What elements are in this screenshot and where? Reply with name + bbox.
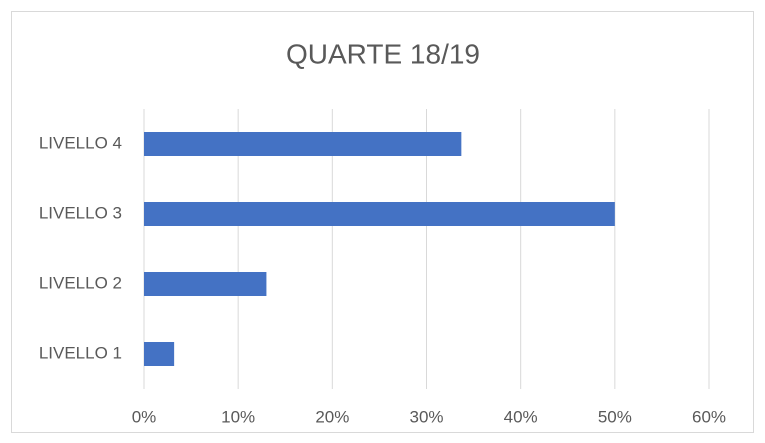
y-tick-label: LIVELLO 4 xyxy=(39,133,122,152)
x-tick-label: 0% xyxy=(132,407,157,426)
chart-title: QUARTE 18/19 xyxy=(286,38,480,69)
bar xyxy=(144,202,615,226)
x-tick-label: 10% xyxy=(221,407,255,426)
bar xyxy=(144,272,267,296)
y-tick-label: LIVELLO 2 xyxy=(39,273,122,292)
x-tick-label: 20% xyxy=(315,407,349,426)
bar xyxy=(144,342,175,366)
x-tick-label: 50% xyxy=(598,407,632,426)
x-tick-label: 30% xyxy=(409,407,443,426)
y-tick-label: LIVELLO 3 xyxy=(39,203,122,222)
bar xyxy=(144,132,462,156)
x-tick-label: 40% xyxy=(504,407,538,426)
y-tick-label: LIVELLO 1 xyxy=(39,343,122,362)
x-tick-label: 60% xyxy=(692,407,726,426)
